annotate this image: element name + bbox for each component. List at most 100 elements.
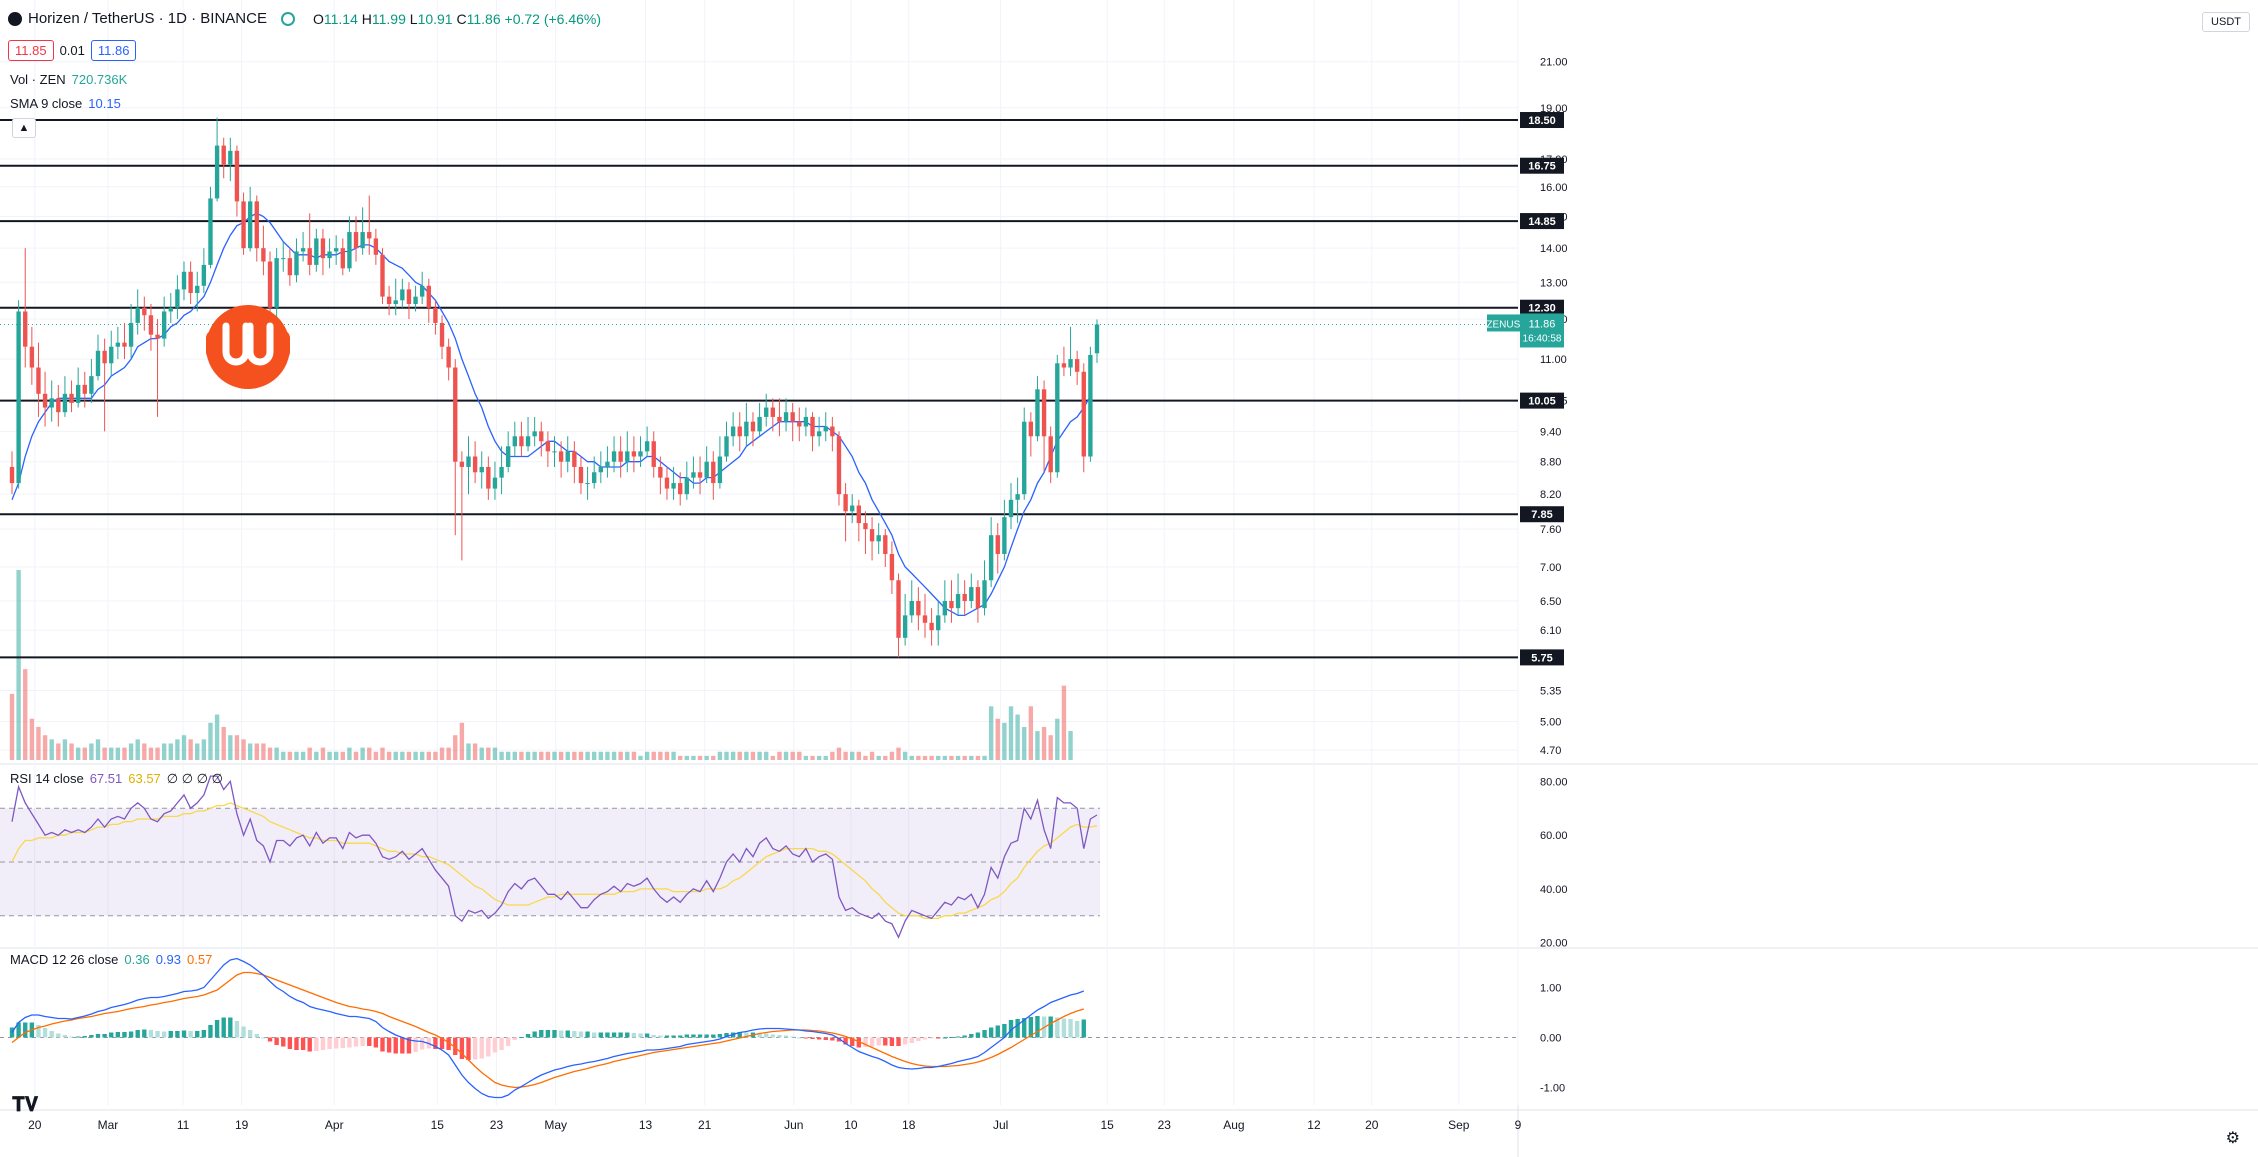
candle-body [922,615,928,623]
logo-glyph [222,322,274,366]
volume-bar [1048,735,1053,760]
candle-body [525,436,531,447]
candle-body [1094,324,1100,354]
volume-bar [453,735,458,760]
macd-histogram-bar [843,1037,848,1045]
volume-bar [995,718,1000,760]
volume-bar [261,743,266,760]
candle-body [995,535,1000,554]
sell-button[interactable]: 11.85 [8,40,54,61]
volume-bar [62,739,68,760]
gear-icon[interactable]: ⚙ [2225,1130,2240,1147]
spread-value: 0.01 [59,43,85,58]
macd-histogram-bar [704,1034,709,1038]
time-axis-tick: 15 [431,1118,445,1132]
chevron-up-icon[interactable]: ▲ [12,118,36,138]
volume-bar [625,751,630,760]
candle-body [823,426,828,432]
volume-bar [135,739,140,760]
macd-legend-value: 0.93 [155,952,182,967]
volume-bar [155,747,160,760]
tradingview-logo[interactable]: 𝐓𝐕 [12,1094,39,1116]
volume-bar [896,747,901,760]
sma-legend[interactable]: SMA 9 close 10.15 [10,96,127,111]
macd-histogram-bar [400,1037,405,1054]
volume-bar [942,755,948,760]
candle-body [982,580,987,609]
candle-body [764,407,769,417]
candle-body [419,285,425,297]
volume-bar [228,735,233,760]
candle-body [816,431,822,437]
time-axis-tick: 12 [1307,1118,1321,1132]
candle-body [1041,389,1047,437]
currency-button[interactable]: USDT [2202,12,2250,32]
macd-histogram-bar [393,1037,398,1054]
candle-body [512,436,517,447]
volume-bar [730,751,736,760]
level-price-label-bg [1520,506,1564,523]
macd-histogram-bar [466,1037,471,1060]
symbol-logo-icon [8,11,22,26]
rsi-legend[interactable]: RSI 14 close 67.51 63.57 ∅ ∅ ∅ ∅ [10,771,229,787]
candle-body [380,254,385,297]
candle-body [803,416,809,427]
macd-histogram-bar [175,1031,180,1038]
volume-bar [525,751,531,760]
candle-body [135,307,140,323]
symbol-title[interactable]: Horizen / TetherUS · 1D · BINANCE [28,10,267,27]
volume-bar [750,751,756,760]
candle-body [466,456,471,467]
candle-body [281,258,286,260]
level-price-label: 16.75 [1528,161,1556,173]
volume-bar [982,755,987,760]
volume-bar [188,739,193,760]
price-axis-tick: 5.35 [1540,686,1561,698]
low-value: 10.91 [417,10,453,27]
candle-body [552,451,557,453]
price-axis-tick: 9.40 [1540,426,1561,438]
volume-bar [816,755,822,760]
volume-bar [1002,722,1007,760]
volume-legend[interactable]: Vol · ZEN 720.736K [10,72,133,87]
candle-body [1015,494,1020,500]
macd-histogram-bar [1061,1018,1067,1038]
candle-body [737,426,742,437]
time-axis-tick: 23 [490,1118,504,1132]
candle-body [988,535,994,581]
volume-bar [545,751,551,760]
candle-body [274,258,279,308]
macd-histogram-bar [201,1030,207,1038]
candle-body [128,322,134,347]
chart-header: Horizen / TetherUS · 1D · BINANCE O11.14… [8,10,601,27]
level-price-label: 10.05 [1528,396,1556,408]
buy-button[interactable]: 11.86 [90,40,137,61]
volume-bar [664,751,670,760]
volume-bar [764,751,769,760]
macd-histogram-bar [697,1034,703,1038]
macd-histogram-bar [1028,1017,1034,1038]
macd-histogram-bar [902,1037,908,1045]
macd-histogram-bar [585,1031,590,1038]
macd-histogram-bar [525,1034,531,1038]
macd-histogram-bar [75,1036,81,1038]
macd-histogram-bar [770,1034,776,1038]
macd-histogram-bar [764,1033,769,1038]
candle-body [1008,499,1014,518]
macd-legend[interactable]: MACD 12 26 close 0.36 0.93 0.57 [10,952,218,967]
time-axis-tick: 9 [1515,1118,1522,1132]
candle-body [704,461,709,478]
candle-body [975,587,981,609]
volume-bar [711,755,716,760]
volume-bar [472,743,478,760]
candle-body [671,483,676,489]
macd-histogram-bar [42,1028,48,1038]
volume-bar [340,751,345,760]
candle-body [644,441,650,452]
macd-histogram-bar [56,1033,61,1038]
candle-body [830,426,835,437]
candle-body [320,238,326,259]
level-price-label: 12.30 [1528,303,1556,315]
macd-histogram-bar [889,1037,895,1046]
